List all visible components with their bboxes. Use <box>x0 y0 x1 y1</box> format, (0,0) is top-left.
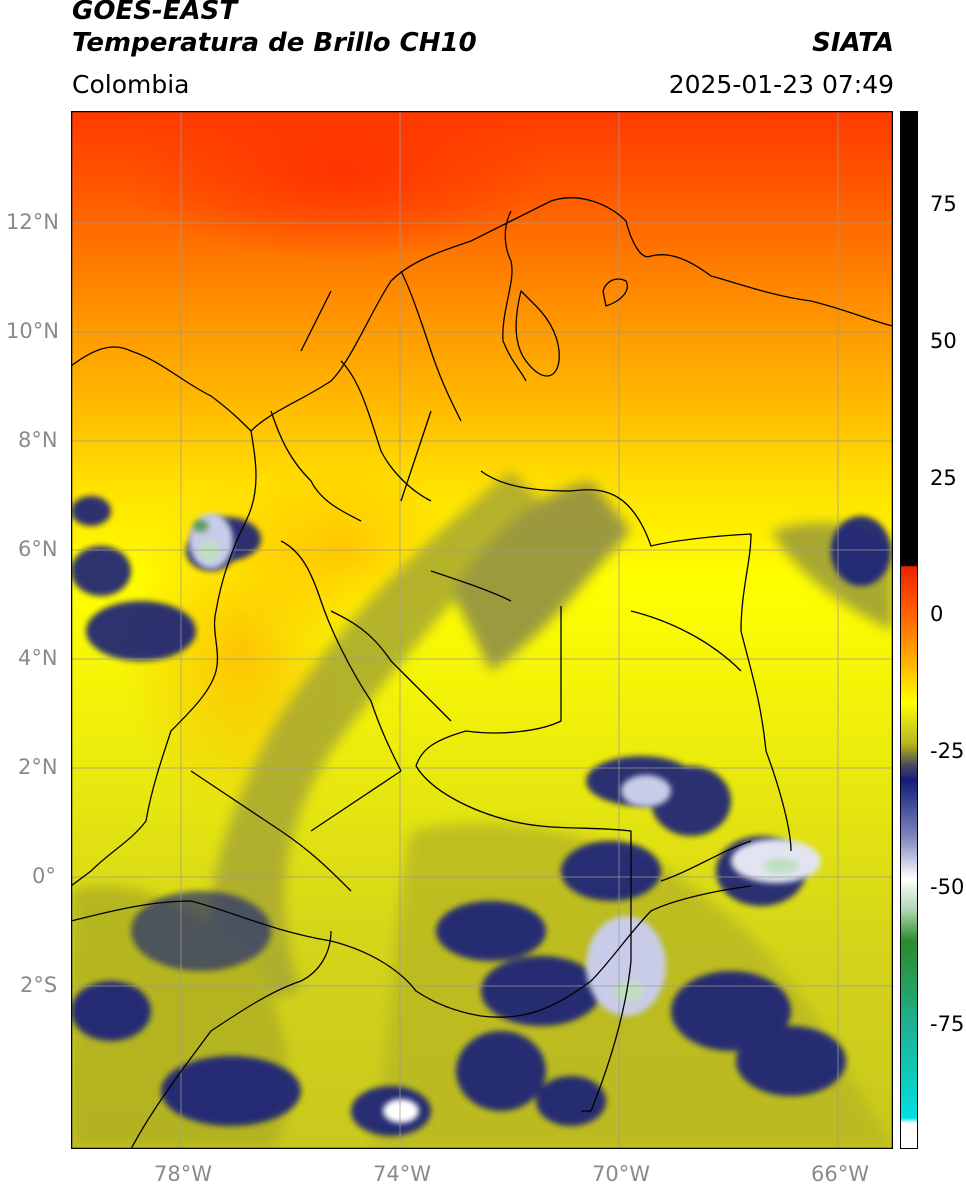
colorbar <box>900 111 918 1149</box>
colorbar-tick-minus25: -25 <box>930 739 965 763</box>
lon-label-66w: 66°W <box>811 1162 869 1186</box>
colorbar-tick-50: 50 <box>930 329 957 353</box>
lon-label-74w: 74°W <box>373 1162 431 1186</box>
colorbar-tick-minus50: -50 <box>930 875 965 899</box>
region-label: Colombia <box>72 70 190 99</box>
colorbar-tick-25: 25 <box>930 466 957 490</box>
lat-label-8n: 8°N <box>18 428 58 452</box>
lat-label-0: 0° <box>32 864 56 888</box>
lon-label-78w: 78°W <box>154 1162 212 1186</box>
lat-label-10n: 10°N <box>6 319 59 343</box>
satellite-map <box>71 111 893 1149</box>
colorbar-tick-0: 0 <box>930 602 944 626</box>
lat-label-2s: 2°S <box>20 973 58 997</box>
lat-label-2n: 2°N <box>18 755 58 779</box>
lon-label-70w: 70°W <box>592 1162 650 1186</box>
lat-label-12n: 12°N <box>6 210 59 234</box>
lat-label-4n: 4°N <box>18 646 58 670</box>
lat-label-6n: 6°N <box>18 537 58 561</box>
colorbar-tick-minus75: -75 <box>930 1012 965 1036</box>
map-title-line2: Temperatura de Brillo CH10 <box>72 28 477 58</box>
colorbar-tick-75: 75 <box>930 192 957 216</box>
datetime-label: 2025-01-23 07:49 <box>668 70 894 99</box>
map-title-line1: GOES-EAST <box>72 0 238 26</box>
source-label: SIATA <box>812 28 894 58</box>
